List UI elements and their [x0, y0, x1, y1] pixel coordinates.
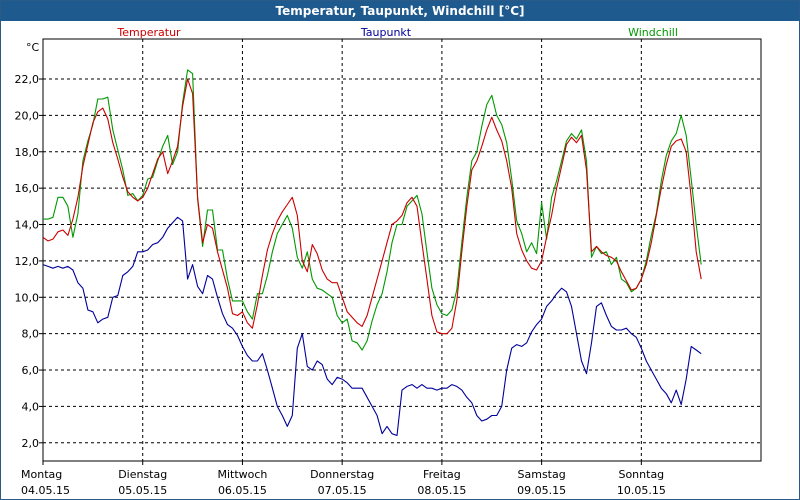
y-tick-label: 20,0: [15, 109, 40, 122]
plot-area: [42, 38, 762, 462]
x-tick-date-label: 05.05.15: [118, 484, 167, 497]
x-tick-day-label: Montag: [21, 468, 62, 481]
y-tick-label: 10,0: [15, 291, 40, 304]
x-tick-day-label: Donnerstag: [310, 468, 374, 481]
y-tick-label: 12,0: [15, 255, 40, 268]
x-tick-date-label: 08.05.15: [417, 484, 466, 497]
x-tick-day-label: Sonntag: [618, 468, 664, 481]
series-line-temperatur: [42, 78, 702, 335]
series-line-windchill: [43, 69, 702, 351]
y-tick-label: 16,0: [15, 182, 40, 195]
x-tick-day-label: Samstag: [518, 468, 566, 481]
x-tick-day-label: Mittwoch: [217, 468, 267, 481]
y-tick-label: 4,0: [22, 400, 40, 413]
y-tick-label: 18,0: [15, 146, 40, 159]
x-tick-date-label: 07.05.15: [318, 484, 367, 497]
y-tick-label: 8,0: [22, 328, 40, 341]
y-tick-label: 6,0: [22, 364, 40, 377]
x-tick-date-label: 04.05.15: [21, 484, 70, 497]
x-tick-date-label: 06.05.15: [218, 484, 267, 497]
legend-temperatur: Temperatur: [116, 26, 181, 39]
series-line-taupunkt: [42, 216, 702, 437]
window-title: Temperatur, Taupunkt, Windchill [°C]: [1, 1, 799, 21]
legend-taupunkt: Taupunkt: [360, 26, 412, 39]
chart-canvas: 2,0 4,0 6,0 8,0 10,0 12,0 14,0 16,0 18,0 20,0 22,0…: [15, 26, 762, 497]
y-tick-label: 2,0: [22, 437, 40, 450]
x-tick-day-label: Freitag: [423, 468, 461, 481]
y-tick-label: 22,0: [15, 73, 40, 86]
x-tick-day-label: Dienstag: [118, 468, 167, 481]
x-tick-date-label: 10.05.15: [617, 484, 666, 497]
y-tick-label: 14,0: [15, 219, 40, 232]
x-tick-date-label: 09.05.15: [517, 484, 566, 497]
y-axis-label: °C: [26, 41, 40, 54]
legend-windchill: Windchill: [628, 26, 678, 39]
